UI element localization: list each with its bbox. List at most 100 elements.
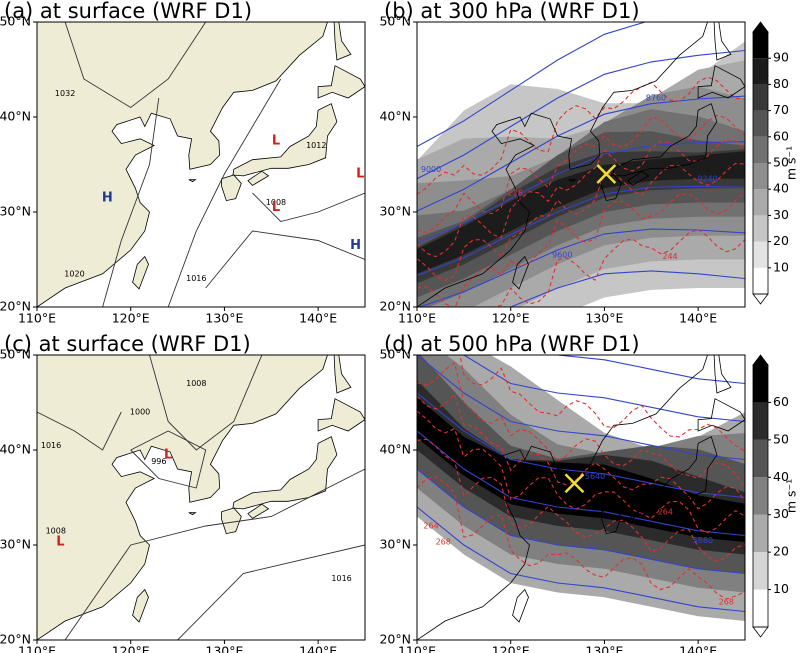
map-label: 9600 — [552, 250, 572, 259]
colorbar-tick-label: 40 — [773, 469, 789, 484]
frame — [416, 354, 746, 641]
coastline — [317, 65, 365, 99]
y-tick-label: 40°N — [379, 109, 411, 124]
map-label: L — [272, 200, 280, 215]
map-label: 1008 — [266, 198, 286, 207]
x-tick-label: 120°E — [112, 311, 150, 326]
colorbar-tick-label: 60 — [773, 128, 789, 143]
map-label: 9240 — [697, 174, 717, 183]
temperature-contour — [417, 438, 745, 562]
coastline — [512, 588, 529, 623]
height-contour — [417, 49, 745, 180]
colorbar-tick-label: 90 — [773, 50, 789, 65]
colorbar-tick-label: 20 — [773, 544, 789, 559]
map-label: 1000 — [130, 408, 150, 417]
x-tick-label: 140°E — [299, 311, 337, 326]
coastline — [417, 355, 708, 640]
coastline — [232, 436, 338, 510]
colorbar: 10 20 30 40 50 60 m s⁻¹ — [752, 354, 799, 638]
coastline — [713, 355, 732, 394]
temperature-contour — [417, 162, 745, 282]
y-tick-label: 30°N — [379, 537, 411, 552]
map-label: 264 — [423, 522, 438, 531]
frame — [36, 21, 366, 308]
height-contour — [417, 392, 745, 499]
isobar — [37, 411, 122, 451]
temperature-contour — [417, 476, 745, 600]
map-label: 264 — [658, 507, 673, 516]
isobar — [205, 230, 365, 289]
height-contour — [417, 506, 745, 613]
x-tick-label: 110°E — [398, 644, 436, 653]
map-panel: 5640 5880 264 268 264 268 (d) at 500 hPa (WRF … — [379, 332, 746, 653]
jet-core-marker — [596, 164, 617, 184]
colorbar-tick-label: 60 — [773, 394, 789, 409]
height-contour — [417, 22, 647, 147]
coastline — [132, 255, 149, 290]
colorbar-tick-label: 30 — [773, 506, 789, 521]
colorbar-segment — [753, 365, 768, 403]
coastline — [697, 398, 745, 432]
frame — [416, 21, 746, 308]
coastline — [221, 507, 242, 535]
map-label: 996 — [151, 457, 166, 466]
colorbar-segment — [753, 241, 768, 268]
map-label: 268 — [719, 598, 734, 607]
isobar — [64, 468, 365, 640]
isobar — [177, 544, 365, 640]
y-tick-label: 40°N — [0, 109, 31, 124]
y-tick-label: 20°N — [379, 632, 411, 647]
map-label: 1020 — [64, 269, 84, 278]
map-content: 9000 9240 9600 8760 244 228 — [417, 22, 745, 307]
height-contour — [417, 228, 745, 307]
height-contour — [509, 270, 745, 307]
height-contour — [554, 355, 745, 385]
colorbar: 10 20 30 40 50 60 70 80 90 m s⁻¹ — [752, 21, 799, 305]
height-contour — [463, 355, 745, 423]
y-tick-label: 50°N — [379, 347, 411, 362]
colorbar-tick-label: 30 — [773, 207, 789, 222]
colorbar-segment — [753, 514, 768, 553]
coastline — [601, 507, 622, 535]
jet-core-marker — [564, 473, 585, 494]
panel-title: (a) at surface (WRF D1) — [4, 0, 252, 23]
map-label: 1032 — [55, 89, 75, 98]
colorbar-segment — [753, 58, 768, 85]
y-tick-label: 30°N — [0, 204, 31, 219]
colorbar-extend — [752, 626, 769, 638]
coastline — [333, 22, 352, 61]
wind-speed-shading — [417, 151, 745, 274]
height-contour — [417, 468, 745, 575]
height-contour — [417, 355, 745, 461]
colorbar-tick-label: 40 — [773, 181, 789, 196]
x-tick-label: 130°E — [205, 644, 243, 653]
coastline — [232, 103, 338, 177]
coastline — [627, 170, 650, 186]
y-tick-label: 50°N — [0, 14, 31, 29]
coastline — [612, 103, 718, 177]
temperature-contour — [417, 76, 745, 195]
panel-title: (b) at 300 hPa (WRF D1) — [384, 0, 640, 23]
isobar — [64, 22, 207, 109]
colorbar-segment — [753, 215, 768, 242]
map-label: 5880 — [693, 536, 713, 545]
colorbar-frame — [752, 364, 769, 628]
x-tick-label: 130°E — [205, 311, 243, 326]
map-label: 1008 — [186, 379, 206, 388]
coastline — [601, 174, 622, 202]
x-tick-label: 120°E — [492, 644, 530, 653]
height-contour — [417, 141, 745, 244]
map-panel: 1008 1000 1016 996 1008 1016 L L (c) at surface … — [0, 332, 366, 653]
panel-title: (c) at surface (WRF D1) — [4, 332, 251, 356]
coastline — [713, 22, 732, 61]
isobar — [149, 355, 263, 451]
temperature-contour — [417, 362, 745, 489]
map-label: 9000 — [421, 165, 441, 174]
colorbar-tick-label: 70 — [773, 102, 789, 117]
map-label: 1016 — [41, 441, 61, 450]
map-label: H — [350, 238, 361, 253]
coastline — [221, 174, 242, 202]
map-label: H — [102, 190, 113, 205]
coastline — [37, 355, 328, 640]
